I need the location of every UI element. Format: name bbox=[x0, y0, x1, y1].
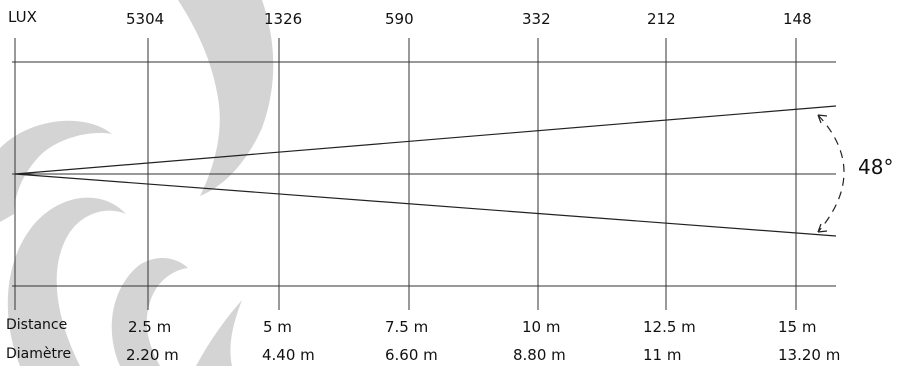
lux-value-2: 1326 bbox=[264, 10, 303, 28]
lux-header-label: LUX bbox=[8, 8, 37, 26]
beam-angle-label: 48° bbox=[858, 155, 894, 179]
distance-value-1: 2.5 m bbox=[128, 318, 172, 336]
lux-value-4: 332 bbox=[522, 10, 551, 28]
beam-cone bbox=[14, 105, 837, 237]
distance-value-5: 12.5 m bbox=[643, 318, 696, 336]
diameter-value-6: 13.20 m bbox=[778, 346, 841, 364]
beam-upper-edge bbox=[14, 105, 837, 175]
lux-value-3: 590 bbox=[385, 10, 414, 28]
distance-row-label: Distance bbox=[6, 317, 68, 333]
lux-value-1: 5304 bbox=[126, 10, 165, 28]
distance-value-6: 15 m bbox=[778, 318, 817, 336]
arc-arrowhead-top bbox=[817, 114, 828, 124]
diameter-value-3: 6.60 m bbox=[385, 346, 438, 364]
distance-value-4: 10 m bbox=[522, 318, 561, 336]
diameter-row-label: Diamètre bbox=[6, 346, 72, 362]
diameter-value-5: 11 m bbox=[643, 346, 682, 364]
distance-value-3: 7.5 m bbox=[385, 318, 429, 336]
diameter-value-2: 4.40 m bbox=[262, 346, 315, 364]
swirl-logo-watermark bbox=[0, 0, 274, 366]
horizontal-gridlines bbox=[12, 61, 836, 287]
distance-value-2: 5 m bbox=[263, 318, 292, 336]
arc-arrowhead-bottom bbox=[817, 223, 828, 233]
diameter-value-4: 8.80 m bbox=[513, 346, 566, 364]
beam-lower-edge bbox=[14, 173, 837, 237]
lux-value-5: 212 bbox=[647, 10, 676, 28]
diameter-value-1: 2.20 m bbox=[126, 346, 179, 364]
beam-angle-arc bbox=[817, 114, 845, 233]
lux-value-6: 148 bbox=[783, 10, 812, 28]
vertical-gridlines bbox=[14, 38, 797, 310]
